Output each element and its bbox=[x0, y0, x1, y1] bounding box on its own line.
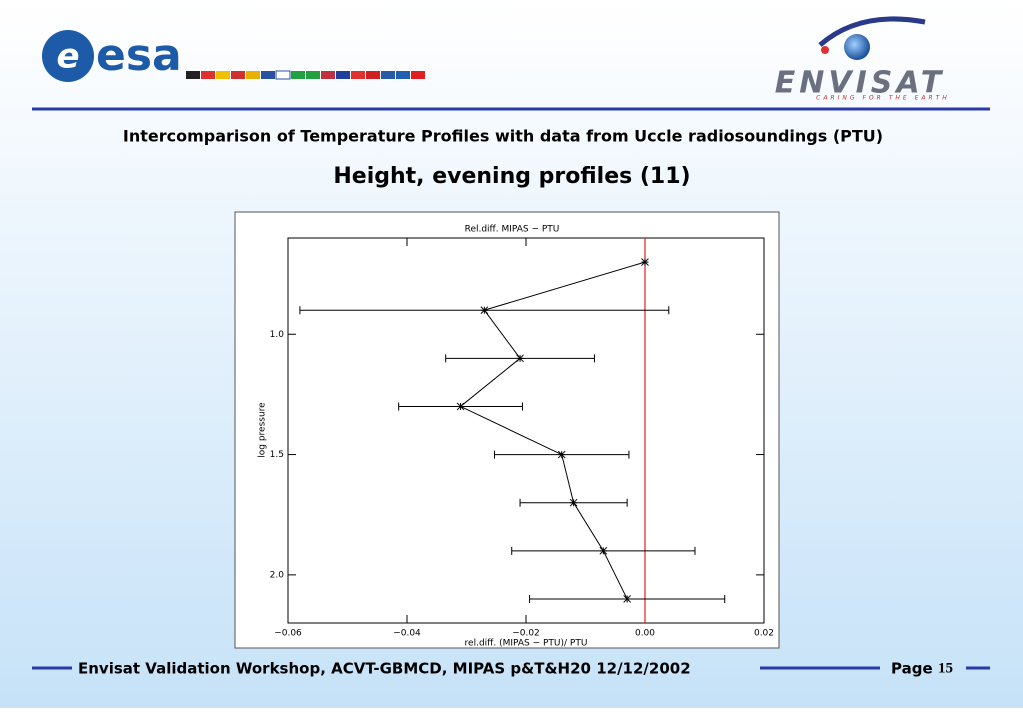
esa-text: esa bbox=[96, 30, 182, 81]
envisat-text: ENVISAT bbox=[775, 66, 945, 101]
x-tick-label: 0.00 bbox=[635, 629, 655, 639]
envisat-logo: ENVISAT CARING FOR THE EARTH bbox=[775, 16, 950, 102]
chart-title: Rel.diff. MIPAS − PTU bbox=[465, 225, 560, 235]
y-tick-label: 1.0 bbox=[270, 330, 285, 340]
point bbox=[516, 354, 524, 363]
esa-logo: e esa bbox=[42, 30, 425, 82]
y-tick-label: 1.5 bbox=[270, 450, 284, 460]
point bbox=[569, 498, 578, 507]
y-axis-label: log pressure bbox=[258, 402, 268, 458]
slide-subtitle: Height, evening profiles (11) bbox=[333, 164, 690, 189]
point bbox=[599, 546, 608, 555]
slide-title: Intercomparison of Temperature Profiles … bbox=[123, 127, 883, 146]
x-tick-label: −0.04 bbox=[393, 629, 421, 639]
x-tick-label: −0.06 bbox=[274, 629, 302, 639]
point bbox=[623, 595, 632, 603]
flags bbox=[186, 70, 425, 80]
footer-text: Envisat Validation Workshop, ACVT-GBMCD,… bbox=[78, 660, 691, 678]
chart-frame bbox=[234, 211, 780, 649]
page-label: Page bbox=[891, 660, 933, 678]
point bbox=[456, 402, 465, 411]
point bbox=[480, 306, 489, 315]
point bbox=[641, 258, 649, 266]
page-number: 15 bbox=[938, 660, 953, 676]
y-tick-label: 2.0 bbox=[270, 570, 285, 580]
profile-line bbox=[459, 261, 646, 600]
svg-text:e: e bbox=[56, 37, 79, 77]
x-tick-label: −0.02 bbox=[512, 629, 540, 639]
envisat-tagline: CARING FOR THE EARTH bbox=[816, 95, 950, 102]
point bbox=[557, 450, 566, 459]
x-tick-label: 0.02 bbox=[754, 629, 774, 639]
x-axis-label: rel.diff. (MIPAS − PTU)/ PTU bbox=[465, 639, 588, 649]
plot: −0.06 −0.04 −0.02 0.00 0.02 1.0 1.5 2.0 bbox=[270, 238, 774, 639]
